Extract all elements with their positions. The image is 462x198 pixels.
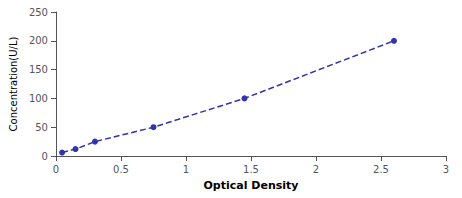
svg-text:100: 100 xyxy=(29,93,48,104)
svg-text:Optical Density: Optical Density xyxy=(204,179,299,192)
svg-text:2.5: 2.5 xyxy=(373,164,389,175)
svg-text:0: 0 xyxy=(42,151,48,162)
svg-text:2: 2 xyxy=(313,164,319,175)
svg-text:1.5: 1.5 xyxy=(243,164,259,175)
svg-text:1: 1 xyxy=(183,164,189,175)
svg-text:150: 150 xyxy=(29,64,48,75)
svg-text:50: 50 xyxy=(35,122,48,133)
svg-text:0: 0 xyxy=(53,164,59,175)
svg-text:200: 200 xyxy=(29,35,48,46)
svg-text:Concentration(U/L): Concentration(U/L) xyxy=(8,37,19,132)
svg-text:250: 250 xyxy=(29,7,48,18)
svg-text:0.5: 0.5 xyxy=(113,164,129,175)
svg-text:3: 3 xyxy=(443,164,449,175)
